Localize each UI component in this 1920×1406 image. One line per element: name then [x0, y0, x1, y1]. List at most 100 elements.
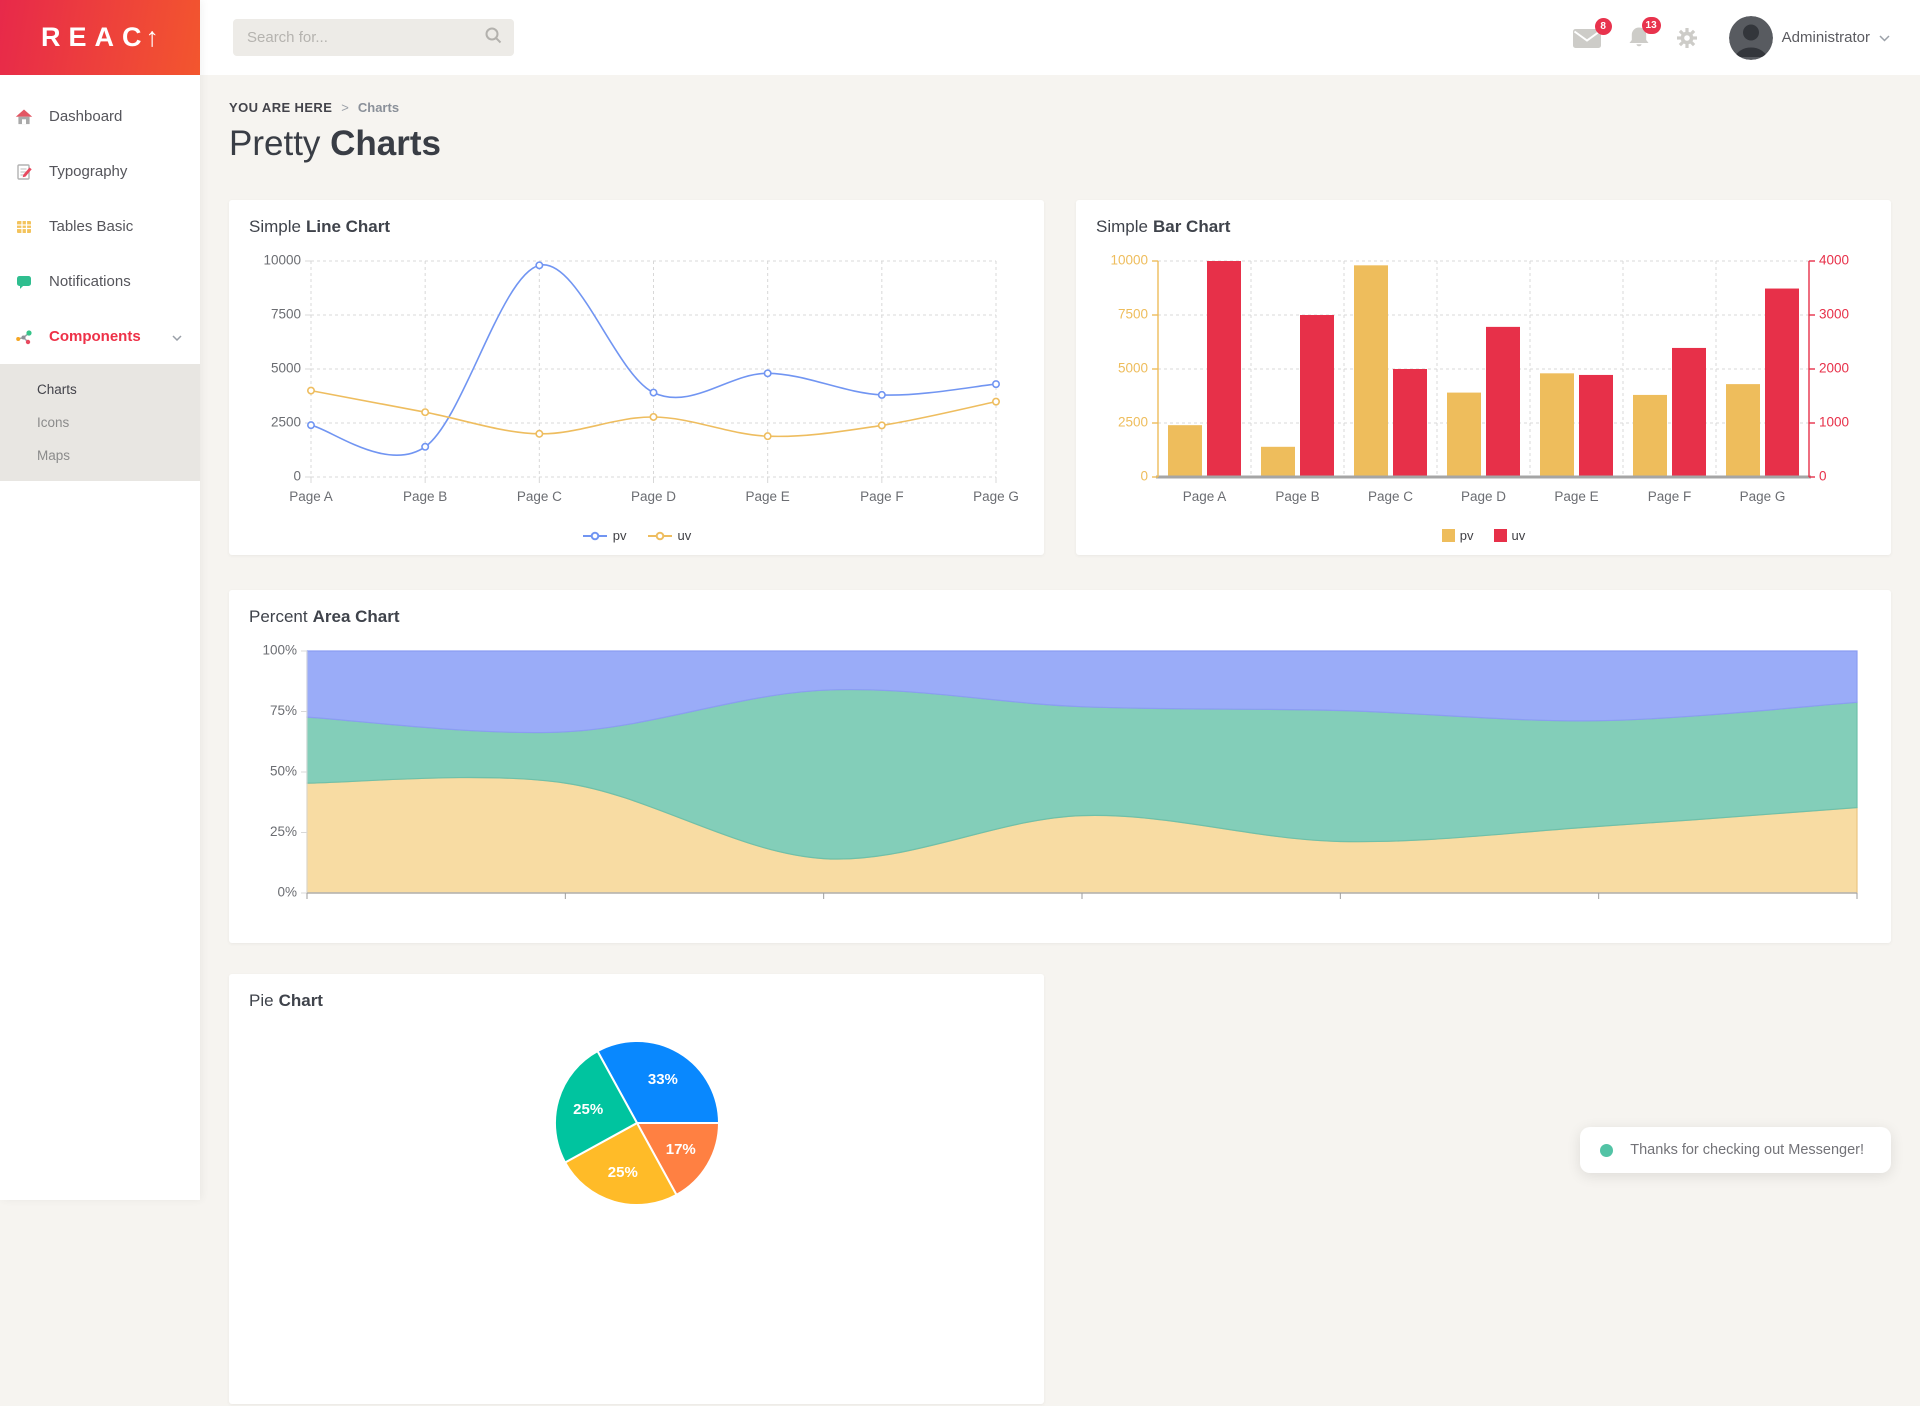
legend-item-pv[interactable]: pv	[1441, 528, 1474, 543]
settings-button[interactable]	[1676, 27, 1698, 49]
bar-chart-card: Simple Bar Chart Page A Page B Page C Page D…	[1076, 200, 1891, 555]
sidebar-item-dashboard[interactable]: Dashboard	[0, 89, 200, 144]
area-chart: 0% 25% 50% 75% 100%	[262, 643, 1858, 900]
card-title: Simple Bar Chart	[1096, 217, 1231, 236]
svg-text:Page E: Page E	[746, 489, 790, 504]
bar-chart: Page A Page B Page C Page D Page E Page F Page…	[1110, 253, 1849, 504]
breadcrumb-label: YOU ARE HERE	[229, 100, 333, 115]
svg-text:Page D: Page D	[631, 489, 676, 504]
typography-icon	[15, 162, 35, 182]
breadcrumb-current[interactable]: Charts	[357, 100, 400, 115]
search-input[interactable]	[245, 28, 484, 47]
card-title: Pie Chart	[249, 991, 323, 1010]
user-name: Administrator	[1781, 29, 1870, 46]
svg-text:1000: 1000	[1819, 415, 1849, 430]
legend-item-uv[interactable]: uv	[1493, 528, 1525, 543]
avatar	[1728, 15, 1773, 60]
svg-text:Page A: Page A	[289, 489, 333, 504]
svg-text:17%: 17%	[666, 1141, 696, 1158]
sidebar-item-typography[interactable]: Typography	[0, 144, 200, 199]
submenu-item-charts[interactable]: Charts	[37, 382, 77, 397]
pie-chart: 33% 17% 25% 25%	[553, 1040, 720, 1207]
svg-text:25%: 25%	[608, 1164, 638, 1181]
legend-item-uv[interactable]: uv	[647, 528, 691, 543]
chevron-down-icon	[1879, 29, 1890, 47]
svg-text:25%: 25%	[270, 824, 297, 839]
svg-text:2000: 2000	[1819, 361, 1849, 376]
gear-icon	[1676, 27, 1697, 48]
svg-text:5000: 5000	[271, 361, 301, 376]
user-menu[interactable]: Administrator	[1723, 15, 1890, 60]
svg-text:0: 0	[1140, 469, 1148, 484]
sidebar-item-components[interactable]: Components	[0, 309, 200, 364]
svg-text:2500: 2500	[271, 415, 301, 430]
submenu-item-maps[interactable]: Maps	[37, 448, 71, 463]
chat-bubble-icon	[15, 272, 35, 292]
submenu-item-icons[interactable]: Icons	[37, 415, 70, 430]
svg-text:Page A: Page A	[1183, 489, 1227, 504]
svg-text:Page C: Page C	[517, 489, 562, 504]
legend-item-pv[interactable]: pv	[582, 528, 627, 543]
svg-text:Page G: Page G	[1740, 489, 1786, 504]
svg-text:0: 0	[293, 469, 301, 484]
toast: Thanks for checking out Messenger!	[1580, 1127, 1891, 1173]
topbar-actions: 8 13 Administrator	[1572, 15, 1890, 60]
sidebar-nav: Dashboard Typography Tables Basic Notifi…	[0, 75, 200, 481]
components-submenu: Charts Icons Maps	[0, 364, 200, 481]
mail-badge: 8	[1594, 17, 1612, 35]
svg-text:Page E: Page E	[1554, 489, 1598, 504]
breadcrumb-separator: >	[341, 100, 349, 115]
sidebar-item-tables-basic[interactable]: Tables Basic	[0, 199, 200, 254]
svg-text:5000: 5000	[1118, 361, 1148, 376]
svg-text:75%: 75%	[270, 703, 297, 718]
search-box	[233, 19, 514, 56]
table-icon	[15, 217, 35, 237]
svg-text:7500: 7500	[1118, 307, 1148, 322]
logo[interactable]: REAC ↑	[0, 0, 200, 75]
sidebar-item-label: Notifications	[49, 273, 131, 290]
svg-text:Page B: Page B	[1275, 489, 1319, 504]
card-title: Percent Area Chart	[249, 607, 400, 626]
sidebar-item-label: Tables Basic	[49, 218, 134, 235]
svg-text:100%: 100%	[262, 643, 297, 658]
svg-text:4000: 4000	[1819, 253, 1849, 268]
bell-badge: 13	[1641, 17, 1661, 34]
sidebar: REAC ↑ Dashboard Typography Tables Basic …	[0, 0, 200, 1200]
area-chart-card: Percent Area Chart 0% 25% 50% 75% 100%	[229, 590, 1891, 943]
mail-button[interactable]: 8	[1572, 17, 1612, 49]
svg-text:7500: 7500	[271, 307, 301, 322]
toast-dot	[1600, 1143, 1614, 1157]
share-nodes-icon	[15, 327, 35, 347]
svg-text:10000: 10000	[1110, 253, 1148, 268]
home-icon	[15, 107, 35, 127]
svg-text:50%: 50%	[270, 764, 297, 779]
notifications-button[interactable]: 13	[1627, 17, 1661, 49]
svg-text:0: 0	[1819, 469, 1827, 484]
card-title: Simple Line Chart	[249, 217, 391, 236]
svg-text:0%: 0%	[277, 885, 297, 900]
svg-text:Page F: Page F	[1648, 489, 1692, 504]
page-title: Pretty Charts	[229, 124, 442, 163]
logo-arrow-icon: ↑	[145, 22, 160, 52]
sidebar-item-label: Typography	[49, 163, 128, 180]
toast-text: Thanks for checking out Messenger!	[1630, 1142, 1864, 1158]
line-chart-legend: pv uv	[249, 528, 1024, 543]
svg-text:Page B: Page B	[403, 489, 447, 504]
bar-chart-legend: pv uv	[1096, 528, 1871, 543]
logo-text: REAC	[40, 22, 150, 52]
svg-text:Page G: Page G	[973, 489, 1019, 504]
sidebar-item-label: Components	[49, 328, 141, 345]
svg-text:3000: 3000	[1819, 307, 1849, 322]
search-icon[interactable]	[484, 26, 502, 49]
svg-text:Page C: Page C	[1368, 489, 1413, 504]
svg-text:Page F: Page F	[860, 489, 904, 504]
svg-text:Page D: Page D	[1461, 489, 1506, 504]
sidebar-item-label: Dashboard	[49, 108, 123, 125]
chevron-down-icon	[172, 328, 182, 345]
sidebar-item-notifications[interactable]: Notifications	[0, 254, 200, 309]
svg-text:2500: 2500	[1118, 415, 1148, 430]
mail-icon	[1572, 28, 1601, 48]
svg-text:33%: 33%	[648, 1071, 678, 1088]
breadcrumb: YOU ARE HERE > Charts	[229, 100, 1891, 115]
pie-chart-card: Pie Chart 33% 17% 25% 25%	[229, 974, 1044, 1404]
